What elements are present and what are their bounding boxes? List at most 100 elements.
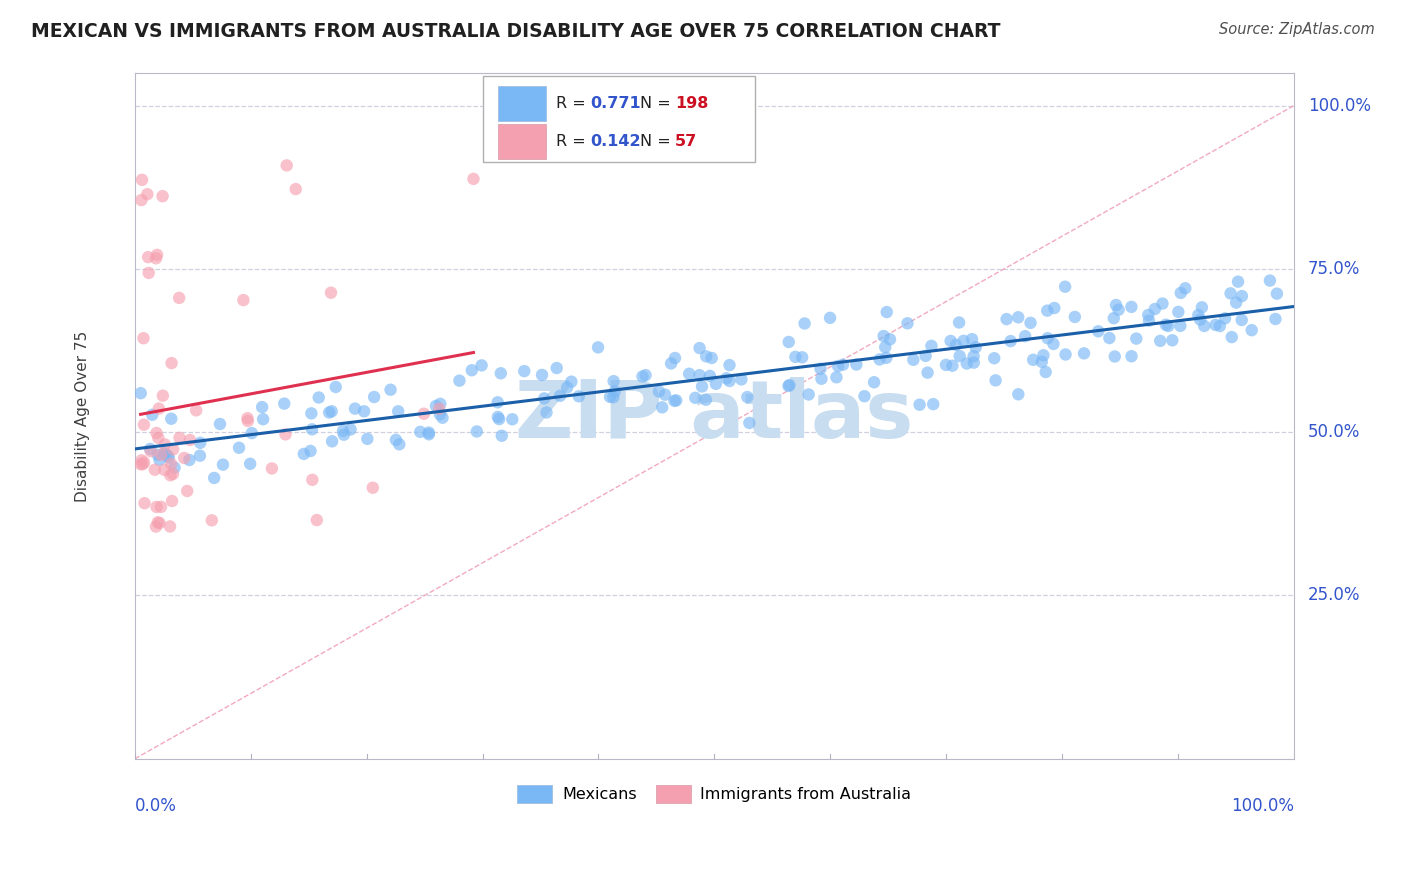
- Point: [344, 401, 367, 416]
- Point: [1154, 318, 1177, 332]
- Point: [1121, 300, 1143, 314]
- Point: [1174, 281, 1197, 295]
- Point: [599, 390, 621, 404]
- Point: [949, 349, 972, 363]
- Point: [252, 412, 274, 426]
- Point: [1042, 337, 1064, 351]
- Point: [489, 366, 512, 380]
- Point: [1187, 308, 1209, 322]
- Point: [156, 449, 179, 463]
- Point: [962, 349, 984, 363]
- Point: [146, 448, 169, 462]
- Point: [131, 193, 153, 207]
- Point: [150, 500, 173, 514]
- Point: [945, 338, 967, 352]
- Point: [664, 393, 686, 408]
- Point: [232, 293, 254, 307]
- Point: [319, 285, 342, 300]
- Point: [1019, 316, 1042, 330]
- Point: [1137, 308, 1160, 322]
- Point: [1219, 286, 1241, 301]
- Point: [718, 374, 741, 388]
- Point: [690, 379, 713, 393]
- Point: [202, 471, 225, 485]
- Point: [152, 189, 174, 203]
- Point: [432, 410, 454, 425]
- Point: [995, 312, 1018, 326]
- Text: 0.771: 0.771: [591, 96, 641, 111]
- Point: [387, 404, 409, 418]
- Point: [810, 361, 832, 376]
- Point: [145, 500, 167, 514]
- Text: R =: R =: [555, 96, 591, 111]
- Point: [983, 351, 1005, 366]
- Point: [1073, 346, 1095, 360]
- Point: [875, 351, 897, 365]
- Point: [1209, 319, 1232, 334]
- Point: [163, 460, 186, 475]
- Point: [1007, 310, 1029, 325]
- Point: [148, 401, 170, 416]
- Point: [872, 329, 894, 343]
- Point: [792, 351, 814, 365]
- Point: [602, 374, 624, 388]
- Point: [869, 352, 891, 367]
- Point: [321, 404, 343, 418]
- Text: 100.0%: 100.0%: [1308, 96, 1371, 115]
- Point: [1054, 347, 1077, 361]
- Point: [665, 393, 688, 408]
- Point: [1108, 302, 1130, 317]
- Point: [700, 351, 723, 365]
- Point: [1265, 286, 1288, 301]
- Point: [602, 390, 624, 404]
- Point: [1105, 298, 1128, 312]
- Point: [513, 364, 536, 378]
- Point: [548, 389, 571, 403]
- Point: [425, 399, 447, 413]
- Point: [409, 425, 432, 439]
- Text: N =: N =: [640, 134, 676, 149]
- Point: [935, 358, 957, 372]
- Point: [153, 446, 176, 460]
- Point: [148, 516, 170, 530]
- Point: [176, 483, 198, 498]
- FancyBboxPatch shape: [498, 86, 547, 121]
- Point: [853, 389, 876, 403]
- Text: R =: R =: [555, 134, 591, 149]
- Point: [1170, 285, 1192, 300]
- Point: [1220, 330, 1243, 344]
- Point: [704, 376, 727, 391]
- Point: [141, 408, 163, 422]
- Text: MEXICAN VS IMMIGRANTS FROM AUSTRALIA DISABILITY AGE OVER 75 CORRELATION CHART: MEXICAN VS IMMIGRANTS FROM AUSTRALIA DIS…: [31, 22, 1001, 41]
- Point: [1000, 334, 1022, 348]
- Point: [1102, 311, 1125, 326]
- Point: [236, 414, 259, 428]
- Point: [1087, 324, 1109, 338]
- Point: [160, 411, 183, 425]
- Point: [188, 435, 211, 450]
- Point: [586, 340, 609, 354]
- Point: [136, 187, 159, 202]
- Point: [139, 444, 162, 458]
- Point: [361, 481, 384, 495]
- Point: [560, 375, 582, 389]
- Point: [568, 389, 591, 403]
- Point: [132, 455, 155, 469]
- Point: [730, 372, 752, 386]
- FancyBboxPatch shape: [498, 123, 547, 159]
- Point: [145, 252, 167, 266]
- Point: [1149, 334, 1171, 348]
- Point: [738, 416, 761, 430]
- Legend: Mexicans, Immigrants from Australia: Mexicans, Immigrants from Australia: [510, 779, 918, 809]
- Point: [1191, 301, 1213, 315]
- Point: [863, 376, 886, 390]
- Point: [134, 496, 156, 510]
- Point: [1167, 305, 1189, 319]
- Point: [956, 357, 979, 371]
- Point: [162, 442, 184, 457]
- Point: [325, 380, 347, 394]
- Point: [145, 519, 167, 533]
- Point: [240, 426, 263, 441]
- Point: [1035, 365, 1057, 379]
- Point: [301, 473, 323, 487]
